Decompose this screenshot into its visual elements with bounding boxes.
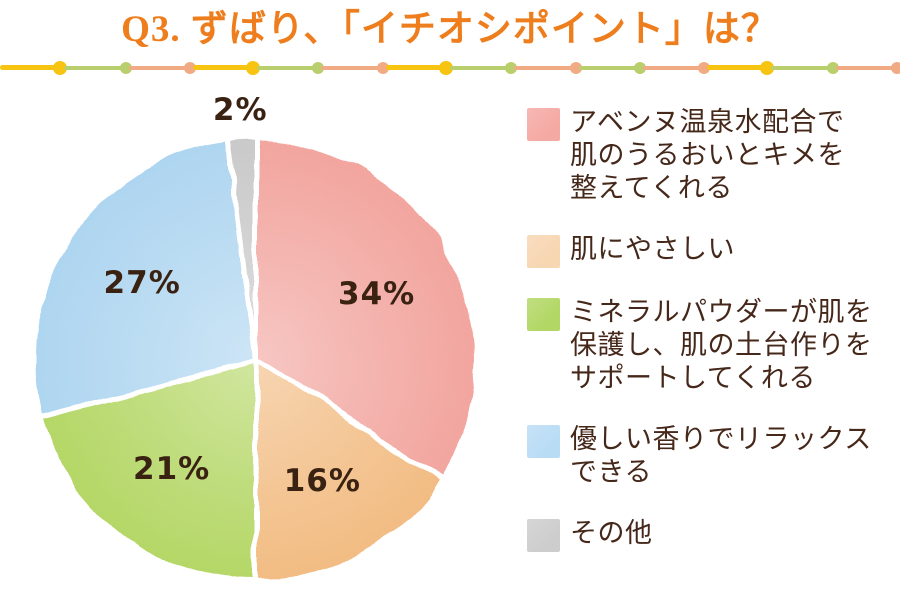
divider-dot xyxy=(826,62,839,74)
divider-dash xyxy=(578,66,639,70)
legend-item-label-line: ミネラルパウダーが肌を xyxy=(570,297,873,328)
divider-dash xyxy=(257,66,318,70)
legend-item-label: その他 xyxy=(570,517,653,550)
legend-item-label-line: サポートしてくれる xyxy=(570,363,816,394)
pie-slice-3 xyxy=(31,137,259,418)
legend-swatch-icon xyxy=(527,298,560,331)
divider-segment xyxy=(835,60,900,76)
divider-dot xyxy=(53,61,68,75)
divider-segment xyxy=(642,60,711,76)
legend-swatch-icon xyxy=(527,425,560,458)
divider-dash xyxy=(321,66,382,70)
divider-segment xyxy=(771,60,839,76)
legend-item-3: 優しい香りでリラックス できる xyxy=(527,423,892,489)
divider-dash xyxy=(128,66,189,70)
pie-slice-4 xyxy=(225,135,259,363)
legend-swatch-icon xyxy=(527,519,560,552)
decorative-divider xyxy=(0,60,900,76)
divider-dot xyxy=(312,62,325,74)
divider-dash xyxy=(0,65,61,70)
divider-segment xyxy=(385,60,453,76)
legend-item-label-line: 整えてくれる xyxy=(570,173,733,204)
divider-dot xyxy=(890,62,900,74)
pie-slice-2 xyxy=(38,357,259,585)
divider-segment xyxy=(707,60,775,76)
legend-item-label: アベンヌ温泉水配合で 肌のうるおいとキメを 整えてくれる xyxy=(570,106,845,205)
divider-dash xyxy=(192,65,254,70)
divider-segment xyxy=(321,60,389,76)
divider-segment xyxy=(449,60,518,76)
divider-dot xyxy=(119,62,132,74)
legend-item-label: 肌にやさしい xyxy=(570,233,735,266)
legend-swatch-icon xyxy=(527,235,560,268)
legend-item-label: ミネラルパウダーが肌を 保護し、肌の土台作りを サポートしてくれる xyxy=(570,296,873,395)
divider-dash xyxy=(771,66,832,70)
divider-dot xyxy=(633,62,646,74)
divider-segment xyxy=(578,60,646,76)
divider-dot xyxy=(569,62,582,74)
divider-dash xyxy=(707,65,768,70)
pie-chart-svg xyxy=(31,135,481,585)
legend-item-label: 優しい香りでリラックス できる xyxy=(570,423,872,489)
divider-dot xyxy=(505,62,518,74)
legend-swatch-icon xyxy=(527,108,560,141)
question-title: Q3. ずばり、「イチオシポイント」は？ xyxy=(121,9,779,50)
legend-item-label-line: できる xyxy=(570,457,652,488)
divider-dash xyxy=(385,65,446,70)
divider-segment xyxy=(257,60,325,76)
pie-chart: 34% 16% 21% 27% 2% xyxy=(24,92,488,592)
divider-dot xyxy=(438,61,453,75)
divider-segment xyxy=(0,60,68,76)
legend-item-label-line: 保護し、肌の土台作りを xyxy=(570,330,873,361)
legend-item-4: その他 xyxy=(527,517,892,552)
divider-dot xyxy=(246,61,261,75)
divider-segment xyxy=(192,60,261,76)
divider-dash xyxy=(514,66,575,70)
divider-segment xyxy=(128,60,196,76)
divider-dash xyxy=(64,66,125,70)
legend-item-label-line: 優しい香りでリラックス xyxy=(570,424,872,455)
legend-item-label-line: 肌のうるおいとキメを xyxy=(570,140,845,171)
legend-item-1: 肌にやさしい xyxy=(527,233,892,268)
legend: アベンヌ温泉水配合で 肌のうるおいとキメを 整えてくれる 肌にやさしい ミネラルパウダー… xyxy=(527,106,892,552)
pie-slice-1 xyxy=(253,357,446,585)
legend-item-0: アベンヌ温泉水配合で 肌のうるおいとキメを 整えてくれる xyxy=(527,106,892,205)
divider-segment xyxy=(514,60,582,76)
divider-segment xyxy=(64,60,132,76)
divider-dot xyxy=(760,61,775,75)
slice-label-2pct: 2% xyxy=(212,91,268,128)
legend-item-label-line: アベンヌ温泉水配合で xyxy=(570,107,845,138)
legend-item-label-line: 肌にやさしい xyxy=(570,234,735,265)
divider-dash xyxy=(449,66,511,70)
divider-dash xyxy=(642,66,704,70)
legend-item-2: ミネラルパウダーが肌を 保護し、肌の土台作りを サポートしてくれる xyxy=(527,296,892,395)
divider-dash xyxy=(835,66,896,70)
legend-item-label-line: その他 xyxy=(570,518,653,549)
